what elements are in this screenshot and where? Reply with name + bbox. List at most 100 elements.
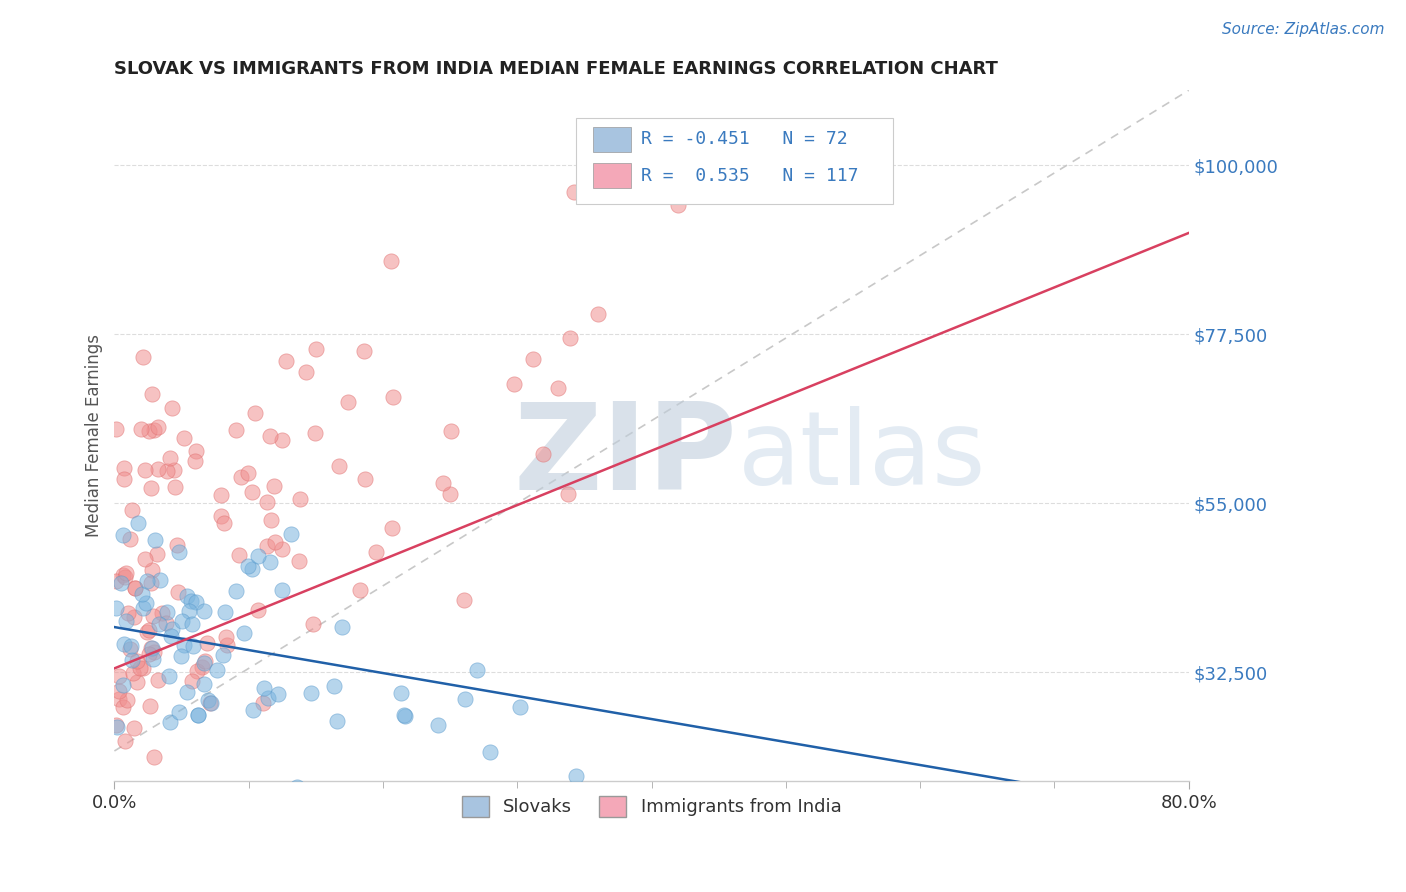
Point [232, 626, 254, 640]
Point [260, 513, 283, 527]
Point [394, 708, 416, 723]
Point [170, 648, 193, 663]
Point [270, 542, 292, 557]
Point [155, 616, 177, 631]
Point [121, 653, 143, 667]
Point [135, 574, 157, 589]
Point [508, 700, 530, 714]
Point [209, 488, 232, 502]
Point [236, 466, 259, 480]
Point [122, 721, 145, 735]
Point [562, 186, 585, 200]
Point [141, 609, 163, 624]
Point [215, 630, 238, 644]
Point [225, 583, 247, 598]
Point [187, 708, 209, 723]
Point [176, 589, 198, 603]
Point [170, 614, 193, 628]
Point [120, 639, 142, 653]
Point [382, 390, 405, 404]
Point [465, 663, 488, 677]
Point [148, 617, 170, 632]
Point [104, 421, 127, 435]
Point [426, 717, 449, 731]
Point [141, 641, 163, 656]
Point [159, 669, 181, 683]
Point [132, 350, 155, 364]
Point [104, 718, 127, 732]
Point [132, 661, 155, 675]
Point [240, 484, 263, 499]
Point [432, 475, 454, 490]
Point [193, 677, 215, 691]
Point [193, 656, 215, 670]
Point [136, 624, 159, 639]
Point [141, 564, 163, 578]
Point [107, 669, 129, 683]
Point [114, 734, 136, 748]
Point [125, 675, 148, 690]
Point [332, 620, 354, 634]
Point [245, 406, 267, 420]
Point [184, 595, 207, 609]
Point [138, 647, 160, 661]
Point [257, 691, 280, 706]
Point [115, 614, 138, 628]
Point [118, 532, 141, 546]
Point [165, 480, 187, 494]
Point [115, 566, 138, 581]
Point [354, 472, 377, 486]
Point [212, 516, 235, 530]
Point [246, 603, 269, 617]
Point [112, 637, 135, 651]
Point [197, 693, 219, 707]
Point [166, 538, 188, 552]
Point [256, 540, 278, 554]
Point [149, 573, 172, 587]
Point [111, 567, 134, 582]
Point [148, 420, 170, 434]
Point [141, 386, 163, 401]
Point [159, 629, 181, 643]
Point [287, 554, 309, 568]
Point [212, 648, 235, 663]
Point [142, 423, 165, 437]
Point [666, 197, 689, 211]
Point [394, 709, 416, 723]
Point [440, 424, 463, 438]
Point [129, 422, 152, 436]
Point [115, 692, 138, 706]
Point [195, 636, 218, 650]
Point [299, 686, 322, 700]
Point [225, 423, 247, 437]
Point [167, 706, 190, 720]
Text: R = -0.451   N = 72: R = -0.451 N = 72 [641, 130, 848, 148]
Y-axis label: Median Female Earnings: Median Female Earnings [86, 334, 103, 537]
Point [139, 481, 162, 495]
Point [454, 692, 477, 706]
Point [236, 558, 259, 573]
Point [184, 454, 207, 468]
Point [124, 581, 146, 595]
Point [547, 381, 569, 395]
Point [380, 253, 402, 268]
Point [107, 720, 129, 734]
Point [132, 600, 155, 615]
Point [276, 354, 298, 368]
Point [326, 714, 349, 728]
Point [104, 601, 127, 615]
Point [111, 528, 134, 542]
Point [138, 424, 160, 438]
Point [184, 443, 207, 458]
Point [104, 574, 127, 589]
Point [145, 547, 167, 561]
Text: atlas: atlas [738, 406, 986, 507]
Point [267, 687, 290, 701]
Point [180, 594, 202, 608]
Point [142, 652, 165, 666]
Point [124, 610, 146, 624]
Point [557, 487, 579, 501]
Point [124, 581, 146, 595]
Point [280, 527, 302, 541]
Point [364, 544, 387, 558]
